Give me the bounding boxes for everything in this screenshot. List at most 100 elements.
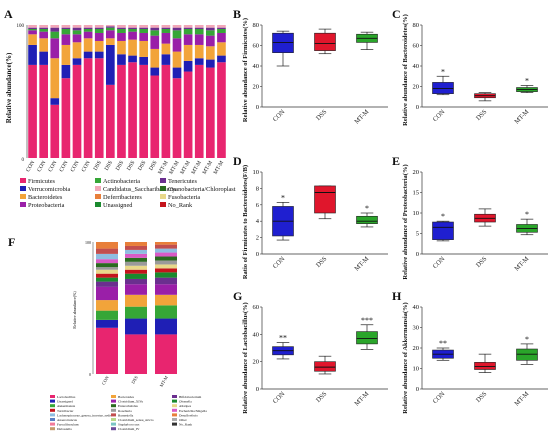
panel-a-bar-segment: [172, 25, 182, 28]
panel-f-bar-segment: [155, 268, 177, 273]
panel-f-legend-label: Other: [179, 418, 188, 422]
panel-b-ytick-label: 0: [256, 104, 259, 111]
panel-letter-c: C: [392, 7, 401, 21]
panel-f-bar-segment: [125, 249, 147, 254]
panel-f-legend-label: Turicibacter: [57, 409, 74, 413]
panel-f-xticks: CON DSS MT-M: [101, 374, 169, 387]
panel-a-bar-segment: [206, 46, 215, 60]
panel-g-ytick-label: 0: [256, 386, 259, 393]
panel-a-legend-label: Proteobacteria: [28, 202, 65, 209]
panel-a-bar-segment: [217, 27, 226, 29]
panel-a-bar-segment: [194, 44, 204, 59]
panel-f-bar-segment: [125, 284, 147, 295]
panel-f-legend-swatch: [50, 418, 55, 421]
panel-a-bar-segment: [183, 71, 193, 158]
panel-f-bars: [92, 242, 177, 374]
panel-b-ytick-label: 40: [253, 63, 260, 70]
panel-h-box-dss: [474, 362, 496, 370]
panel-f-bar-segment: [96, 327, 118, 374]
panel-a-bar-segment: [50, 104, 60, 158]
panel-d-significance: *: [281, 193, 285, 202]
panel-f-bar-segment: [96, 286, 118, 301]
panel-a-legend-swatch: [20, 202, 26, 207]
panel-a-bar-segment: [94, 28, 104, 33]
panel-a-bar-segment: [39, 38, 48, 52]
panel-a-ytick-bottom: 0: [22, 158, 25, 163]
panel-a-xtick-label: CON: [81, 160, 92, 173]
panel-e-significance: *: [525, 210, 529, 219]
panel-g-ylabel: Relative abundance of Lactobacillus(%): [242, 302, 249, 413]
panel-a-legend-swatch: [20, 178, 26, 183]
panel-f-legend-label: Clostridium_sensu_stricto: [118, 418, 154, 422]
panel-b-xtick-label: MT-M: [353, 108, 370, 125]
panel-a-xtick-label: DSS: [104, 160, 114, 172]
panel-f-legend-swatch: [172, 408, 177, 412]
panel-a-xtick-label: MT-M: [213, 160, 225, 176]
panel-f-bar-segment: [125, 318, 147, 335]
panel-f-bar-segment: [96, 267, 118, 270]
panel-a-bar-segment: [217, 25, 226, 28]
panel-a-bar-segment: [28, 30, 37, 35]
panel-f-bar-segment: [125, 245, 147, 250]
panel-letter-b: B: [233, 7, 241, 21]
panel-e-significance: *: [441, 212, 445, 221]
panel-g-xtick-label: MT-M: [353, 390, 370, 407]
panel-a-bar-segment: [172, 27, 182, 31]
panel-h-xtick-label: CON: [432, 390, 447, 405]
panel-letter-e: E: [392, 154, 400, 168]
panel-a-bar-segment: [50, 38, 60, 59]
panel-a-bar-segment: [72, 25, 82, 28]
panel-a-bar-segment: [106, 26, 115, 28]
panel-a-bar-segment: [183, 44, 193, 61]
panel-d-ytick-label: 0: [256, 251, 259, 258]
panel-f-bar-segment: [96, 273, 118, 278]
panel-c-ylabel: Relative abundance of Bacteroidetes(%): [402, 14, 409, 126]
panel-a-bar-segment: [217, 55, 226, 63]
panel-a-bar-segment: [194, 34, 204, 45]
panel-a: A Relative abundance(%) 100 0 CON CON CON C…: [4, 7, 236, 209]
panel-d-xtick-label: DSS: [315, 255, 329, 269]
panel-a-bar-segment: [94, 51, 104, 59]
panel-f-legend-swatch: [111, 413, 116, 417]
panel-b-ytick-label: 20: [253, 84, 260, 91]
panel-a-bar-segment: [61, 64, 71, 79]
panel-f-legend-label: Barnesiella: [118, 413, 134, 417]
panel-f-bar-segment: [125, 269, 147, 274]
panel-a-bar-segment: [28, 25, 37, 28]
panel-h-significance: **: [439, 339, 447, 348]
panel-a-bar-segment: [39, 31, 48, 39]
panel-f-bar-segment: [155, 256, 177, 261]
panel-a-bar-segment: [161, 64, 171, 158]
panel-a-bar-segment: [39, 28, 48, 32]
panel-a-bar-segment: [83, 38, 93, 52]
panel-c-ytick-label: 80: [413, 22, 420, 29]
panel-a-bar-segment: [139, 32, 148, 41]
panel-f-bar-segment: [155, 294, 177, 306]
panel-g-significance: **: [279, 334, 287, 343]
panel-d-ytick-label: 8: [256, 185, 259, 192]
panel-a-bar-segment: [128, 28, 137, 32]
panel-f-bar-segment: [125, 265, 147, 270]
panel-b-xtick-label: CON: [272, 108, 287, 123]
panel-a-bar-segment: [217, 62, 226, 158]
panel-a-bar-segment: [28, 44, 37, 65]
panel-f-bar-segment: [125, 273, 147, 279]
panel-a-bar-segment: [61, 34, 71, 45]
panel-c-ytick-label: 0: [416, 104, 419, 111]
panel-a-legend-label: Tenericutes: [168, 178, 197, 185]
panel-e-ytick-label: 15: [413, 190, 420, 197]
panel-a-bar-segment: [194, 28, 204, 35]
panel-f-bar-segment: [155, 277, 177, 285]
panel-f-bar-segment: [96, 310, 118, 320]
panel-a-xtick-label: CON: [70, 160, 81, 173]
panel-a-xtick-label: DSS: [137, 160, 147, 172]
panel-f-bar-segment: [125, 278, 147, 285]
panel-a-bar-segment: [28, 27, 37, 29]
panel-h-ytick-label: 10: [413, 366, 420, 373]
panel-a-bar-segment: [72, 58, 82, 65]
panel-g-ytick-label: 60: [253, 304, 260, 311]
panel-a-bar-segment: [94, 58, 104, 158]
panel-f-bar-segment: [125, 261, 147, 266]
panel-a-bar-segment: [39, 51, 48, 65]
panel-a-bar-segment: [83, 51, 93, 59]
